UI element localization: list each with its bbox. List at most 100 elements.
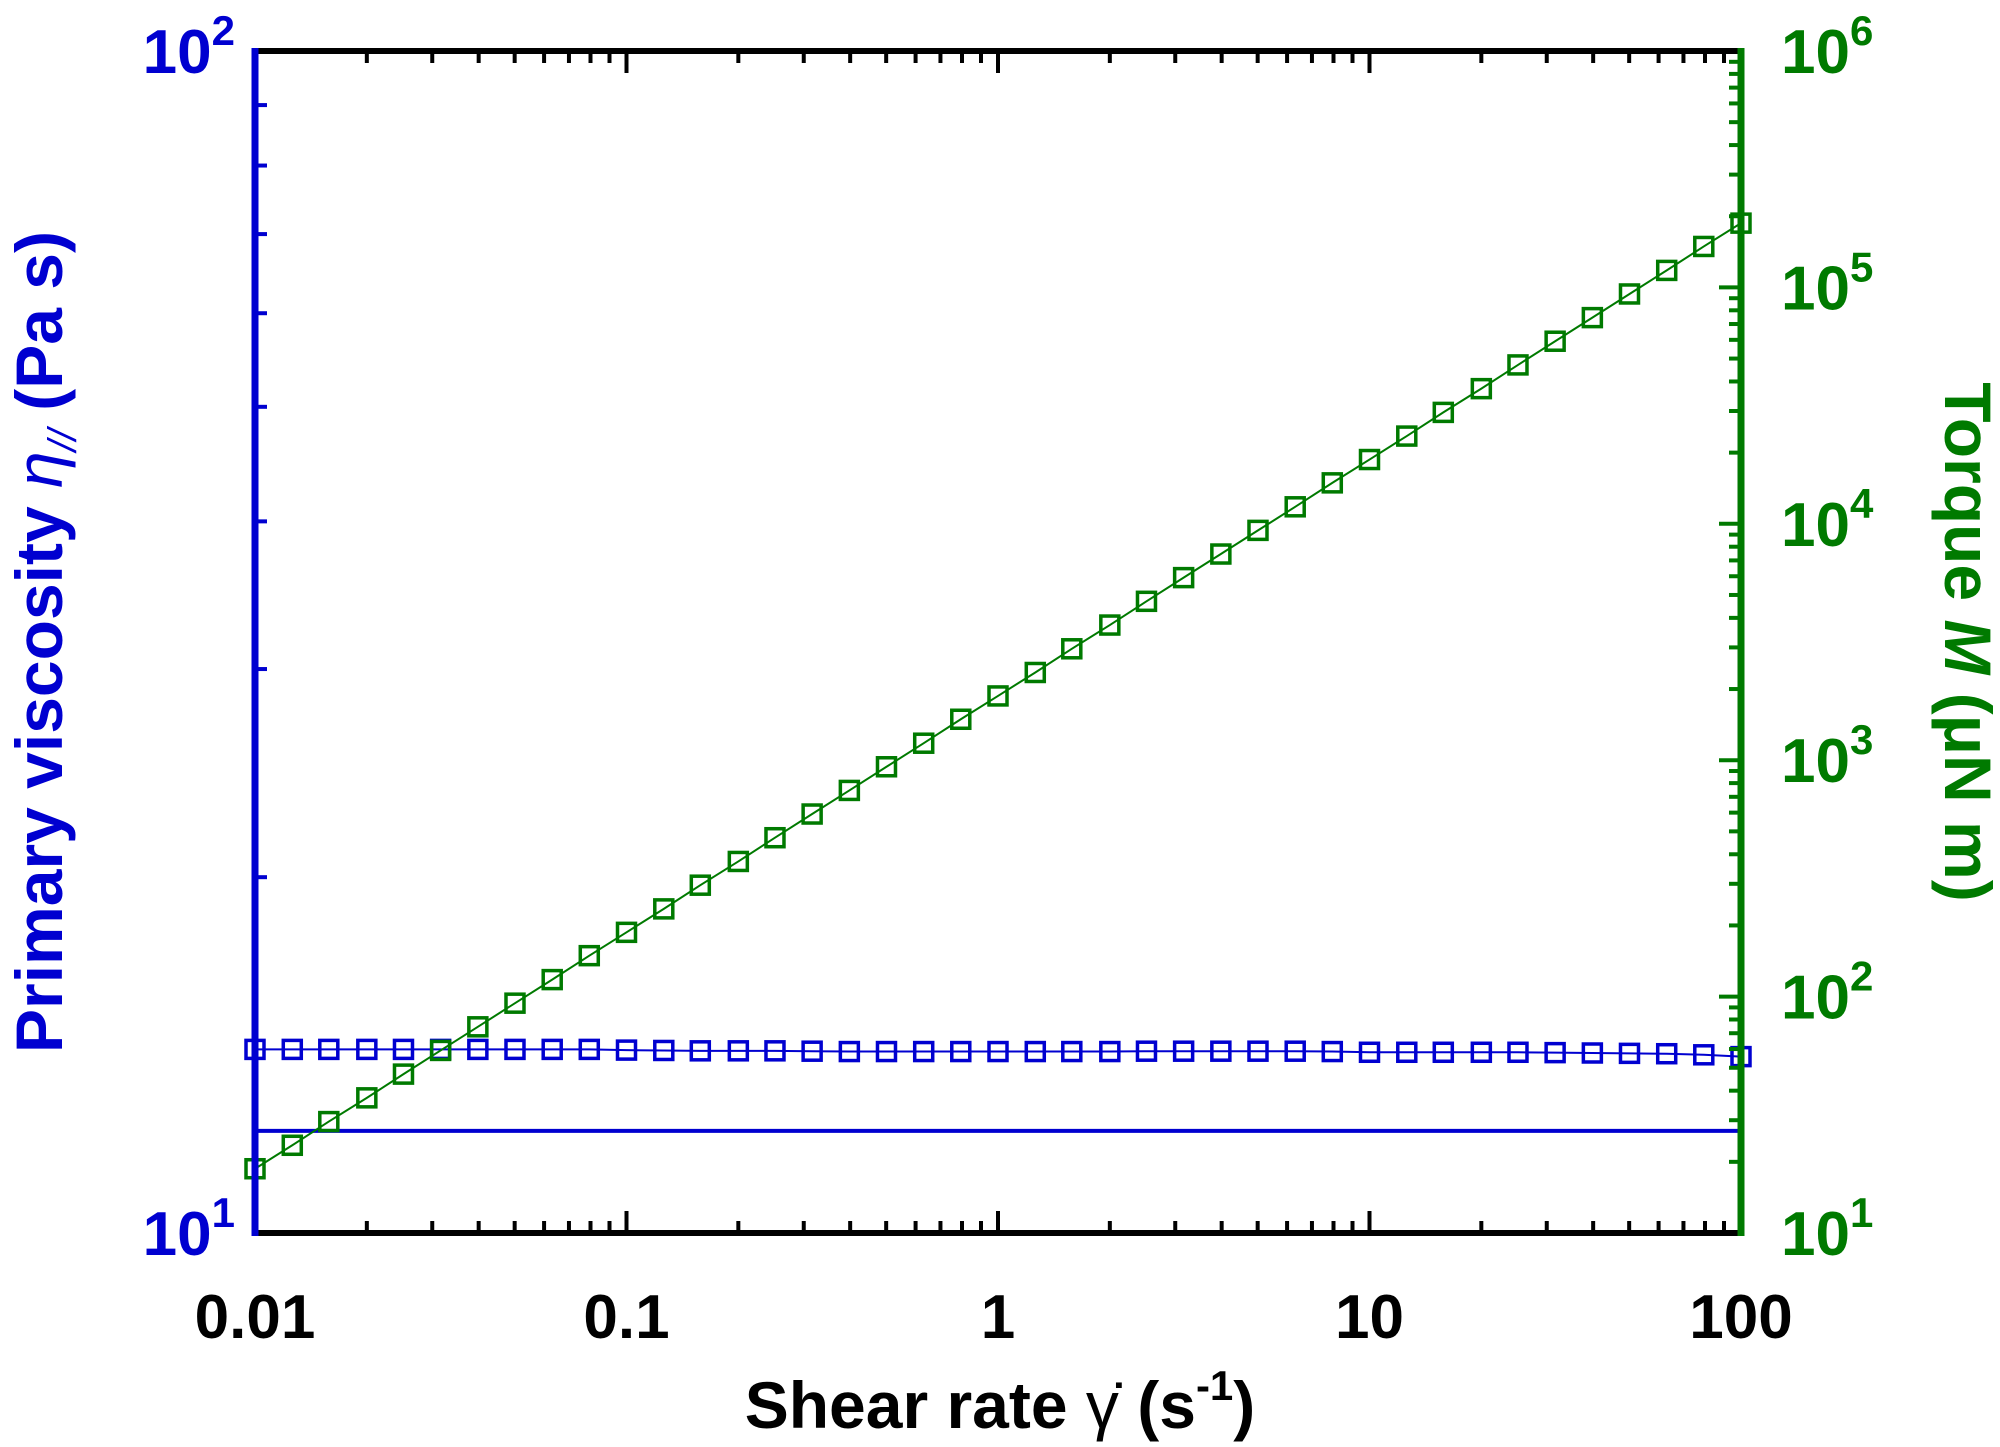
torque-point [1284,496,1306,518]
right-tick-label-exponent: 2 [1850,953,1873,1000]
torque-point [1396,425,1418,447]
viscosity-point [615,1039,638,1061]
torque-point [801,803,823,825]
torque-point [1693,235,1715,258]
torque-point [950,708,972,731]
torque-point [1507,354,1529,376]
x-axis-title-main: Shear rate [745,1368,1086,1442]
x-tick-label: 1 [981,1283,1015,1352]
viscosity-point [875,1040,898,1063]
torque-point [1432,401,1455,424]
viscosity-point [1172,1040,1195,1062]
viscosity-point [318,1038,340,1061]
right-tick-label-base: 10 [1781,18,1850,87]
viscosity-point [838,1040,861,1063]
series-line-viscosity [255,1048,1742,1058]
viscosity-point [1284,1040,1306,1062]
viscosity-point [764,1040,786,1062]
torque-point [1099,614,1121,636]
viscosity-point [1024,1040,1047,1063]
left-axis-title-unit: (Pa s) [2,231,76,429]
torque-point [1135,590,1158,613]
left-axis-title: Primary viscosity η// (Pa s) [2,231,85,1053]
left-tick-label: 102 [143,7,235,87]
left-axis-title-main: Primary viscosity [2,488,76,1053]
viscosity-point [1618,1042,1641,1065]
viscosity-point [1396,1041,1418,1064]
x-axis-title-sup: -1 [1196,1362,1233,1409]
viscosity-point [392,1038,415,1061]
viscosity-point [987,1040,1009,1063]
right-axis-title-unit: (μN m) [1931,674,2000,901]
x-axis-title-unit: (s [1119,1368,1196,1442]
torque-point [429,1039,452,1062]
torque-point [1470,377,1493,400]
viscosity-point [950,1040,972,1063]
left-tick-label-exponent: 2 [212,7,235,54]
viscosity-point [281,1038,304,1061]
axes-frame [251,48,1745,1236]
left-axis-title-symbol: η [2,451,76,488]
viscosity-point [727,1040,750,1062]
torque-point [1321,472,1344,494]
viscosity-point [1432,1041,1455,1064]
torque-point [392,1063,415,1085]
viscosity-point [578,1038,601,1061]
torque-point [1581,306,1604,329]
torque-point [1172,566,1195,589]
torque-point [838,779,861,802]
right-axis-title-main: Torque [1931,382,2000,619]
right-tick-label-base: 10 [1781,727,1850,796]
viscosity-point [1655,1042,1678,1065]
torque-point [1024,661,1047,684]
viscosity-point [1247,1040,1269,1062]
x-axis-title-close: ) [1233,1368,1255,1442]
right-tick-label-exponent: 4 [1850,480,1874,527]
torque-point [987,685,1009,707]
viscosity-point [1507,1041,1529,1064]
left-axis-title-sub: // [41,425,85,454]
viscosity-point [689,1040,712,1062]
viscosity-point [1544,1041,1566,1064]
torque-point [578,944,601,967]
right-tick-label-base: 10 [1781,491,1850,560]
series-line-torque [254,222,1742,1170]
viscosity-point [541,1038,563,1061]
viscosity-point [912,1040,935,1063]
torque-point [318,1110,340,1133]
torque-point [1247,519,1269,542]
torque-point [875,756,898,778]
viscosity-point [1581,1042,1604,1064]
right-tick-label: 105 [1781,243,1873,323]
right-tick-label-exponent: 5 [1850,243,1873,290]
torque-point [1655,259,1678,282]
right-axis-title-symbol: M [1931,619,2000,676]
viscosity-point [356,1038,378,1061]
viscosity-point [1693,1044,1715,1066]
left-tick-label-base: 10 [143,1200,212,1269]
torque-point [1210,543,1232,565]
torque-point [541,968,563,991]
torque-point [356,1087,378,1109]
viscosity-point [1470,1041,1493,1064]
left-tick-label-base: 10 [143,18,212,87]
viscosity-point [1358,1041,1381,1064]
x-axis-title: Shear rate γ̇ (s-1) [745,1362,1256,1442]
viscosity-point [1135,1040,1158,1062]
torque-point [653,898,675,920]
torque-point [1358,448,1381,471]
x-tick-label: 100 [1689,1283,1792,1352]
right-tick-label: 102 [1781,953,1873,1033]
left-tick-label-exponent: 1 [212,1189,235,1236]
torque-point [912,732,935,754]
torque-point [1061,638,1083,660]
right-tick-label-exponent: 3 [1850,716,1873,763]
right-tick-label-base: 10 [1781,1200,1850,1269]
viscosity-point [801,1040,823,1062]
viscosity-point [1210,1040,1232,1062]
torque-point [727,850,750,873]
torque-point [281,1134,304,1157]
torque-point [764,826,786,849]
